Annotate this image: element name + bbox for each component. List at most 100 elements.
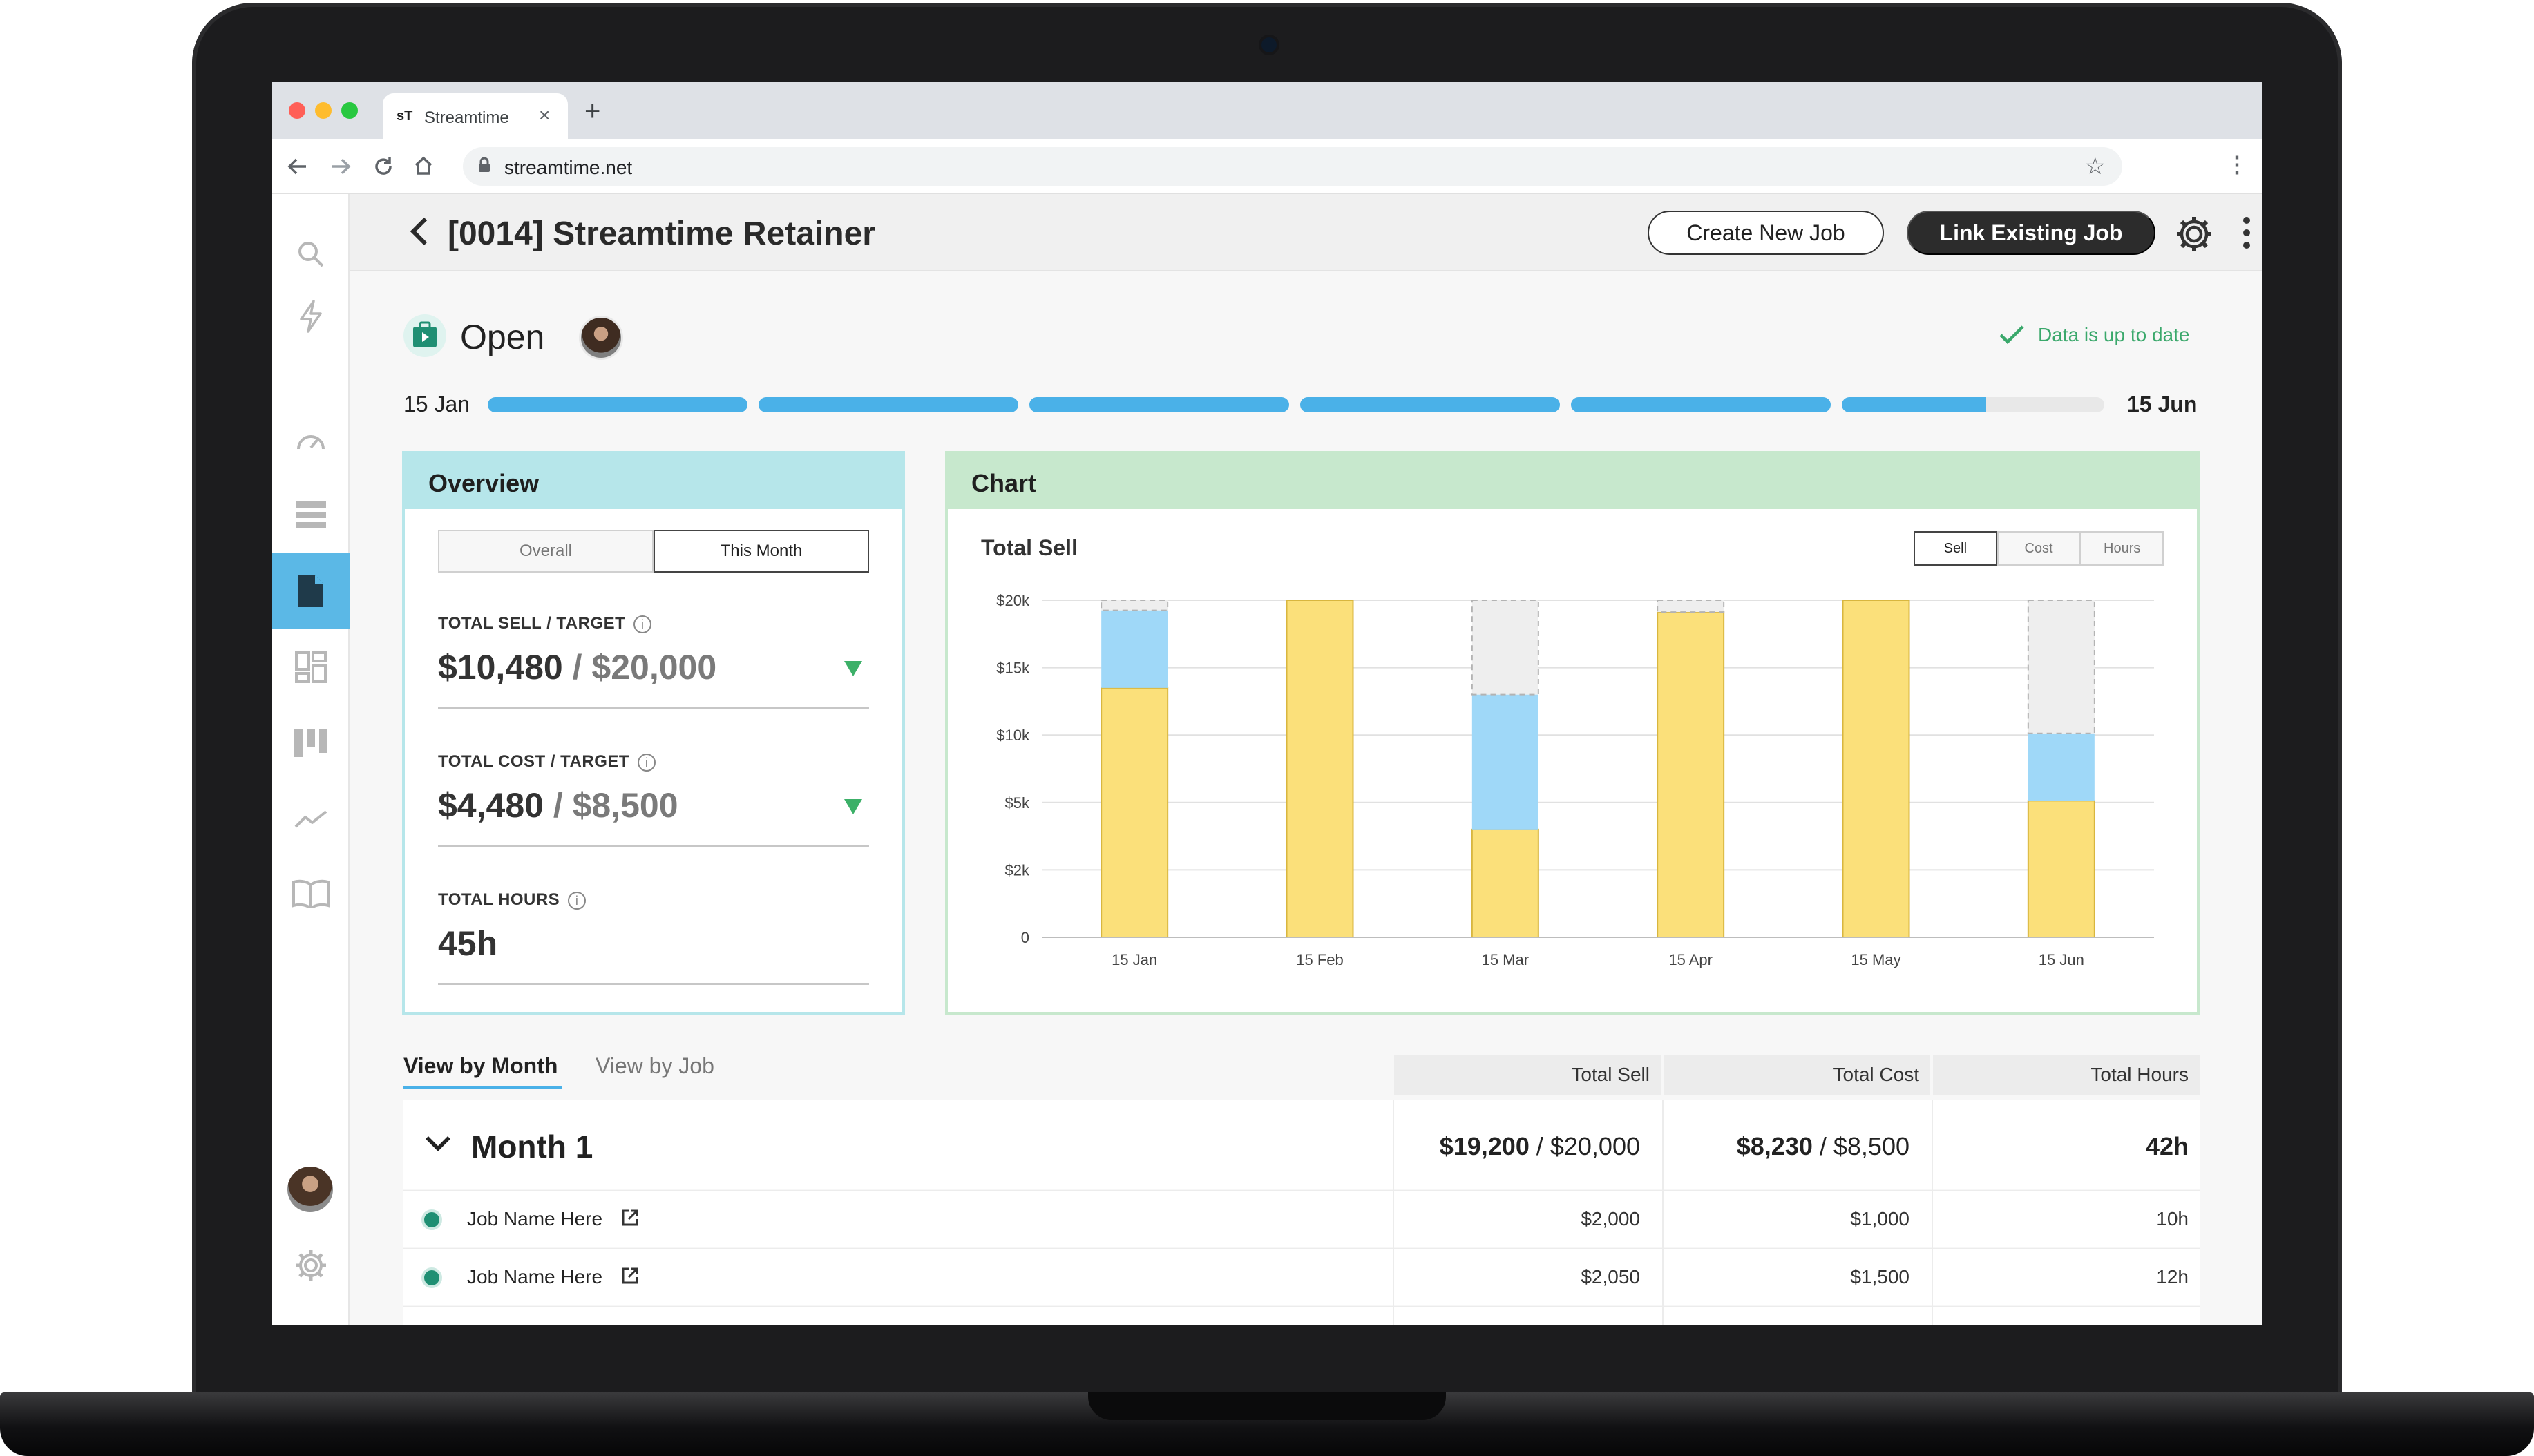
bar-segment	[1471, 600, 1539, 696]
column-header-total-hours[interactable]: Total Hours	[1933, 1055, 2200, 1095]
chart-title: Chart	[971, 469, 1037, 497]
bar-segment	[2028, 733, 2095, 801]
gear-icon[interactable]	[2175, 215, 2213, 253]
kanban-icon[interactable]	[272, 705, 350, 781]
user-avatar[interactable]	[287, 1167, 333, 1212]
table-row[interactable]: Job Name Here $2,000 $1,000 10h	[403, 1190, 2200, 1247]
dashboard-gauge-icon[interactable]	[272, 401, 350, 477]
total-sell-label: TOTAL SELL / TARGET i	[438, 614, 652, 633]
total-sell-value: $10,480 / $20,000	[438, 648, 717, 687]
divider	[438, 707, 869, 709]
chart-subtitle: Total Sell	[981, 535, 1078, 560]
document-icon[interactable]	[272, 553, 350, 629]
table-row[interactable]	[403, 1306, 2200, 1325]
column-header-total-sell[interactable]: Total Sell	[1394, 1055, 1661, 1095]
total-hours-label: TOTAL HOURS i	[438, 890, 587, 910]
timeline-segment	[759, 397, 1018, 412]
minimize-window-button[interactable]	[315, 102, 332, 119]
tab-view-by-month[interactable]: View by Month	[403, 1053, 558, 1078]
lightning-icon[interactable]	[272, 278, 350, 354]
laptop-notch	[1088, 1392, 1446, 1420]
tab-sell[interactable]: Sell	[1914, 531, 1997, 566]
more-vertical-icon[interactable]	[2241, 213, 2252, 252]
tab-view-by-job[interactable]: View by Job	[596, 1053, 714, 1078]
y-tick-label: $10k	[996, 727, 1030, 744]
tab-hours[interactable]: Hours	[2080, 531, 2164, 566]
x-tick-label: 15 Mar	[1482, 951, 1529, 968]
column-header-total-cost[interactable]: Total Cost	[1664, 1055, 1930, 1095]
address-bar[interactable]: streamtime.net ☆	[463, 147, 2122, 186]
info-icon[interactable]: i	[634, 615, 652, 633]
divider	[438, 845, 869, 847]
info-icon[interactable]: i	[568, 891, 587, 910]
column-divider	[1932, 1100, 1933, 1325]
table-row[interactable]: Job Name Here $2,050 $1,500 12h	[403, 1248, 2200, 1305]
lock-icon	[479, 157, 490, 172]
timeline-segment-fill	[1571, 397, 1831, 412]
back-chevron-icon[interactable]	[409, 215, 430, 248]
sidebar: ?	[272, 194, 350, 1325]
link-existing-job-button[interactable]: Link Existing Job	[1907, 211, 2155, 255]
external-link-icon[interactable]	[620, 1208, 640, 1227]
info-icon[interactable]: i	[638, 753, 656, 772]
home-icon[interactable]	[413, 155, 434, 176]
browser-menu-icon[interactable]: ⋮	[2226, 152, 2248, 177]
job-status-icon	[421, 1209, 442, 1230]
month-group-row[interactable]: Month 1 $19,200 / $20,000 $8,230 / $8,50…	[403, 1100, 2200, 1189]
search-icon[interactable]	[272, 216, 350, 292]
back-arrow-icon[interactable]	[287, 157, 308, 176]
browser-tab[interactable]: sT Streamtime ×	[383, 93, 568, 139]
reload-icon[interactable]	[373, 155, 394, 178]
chevron-down-icon[interactable]	[424, 1135, 452, 1153]
external-link-icon[interactable]	[620, 1266, 640, 1285]
timeline-segment-fill	[1842, 397, 1986, 412]
maximize-window-button[interactable]	[341, 102, 358, 119]
y-tick-label: $2k	[1005, 861, 1030, 879]
timeline-segment-fill	[1029, 397, 1289, 412]
overview-period-toggle: Overall This Month	[438, 530, 869, 573]
settings-gear-icon[interactable]	[272, 1227, 350, 1303]
close-window-button[interactable]	[289, 102, 305, 119]
bar-segment	[1842, 600, 1910, 938]
browser-toolbar: streamtime.net ☆ ⋮	[272, 139, 2262, 194]
tab-close-icon[interactable]: ×	[539, 104, 551, 126]
column-divider	[1662, 1100, 1664, 1325]
trend-line-icon[interactable]	[272, 781, 350, 857]
owner-avatar[interactable]	[579, 316, 623, 360]
help-icon[interactable]: ?	[272, 1303, 350, 1325]
job-hours: 12h	[2156, 1266, 2189, 1287]
bookmark-star-icon[interactable]: ☆	[2084, 153, 2106, 180]
book-icon[interactable]	[272, 856, 350, 932]
job-cost: $1,000	[1850, 1208, 1909, 1229]
new-tab-button[interactable]: +	[584, 96, 601, 126]
job-status-label: Open	[460, 318, 545, 356]
tab-this-month[interactable]: This Month	[654, 530, 869, 573]
timeline-segment	[488, 397, 747, 412]
app-header: [0014] Streamtime Retainer Create New Jo…	[350, 194, 2262, 271]
create-new-job-button[interactable]: Create New Job	[1648, 211, 1884, 255]
timeline-segment	[1029, 397, 1289, 412]
job-name[interactable]: Job Name Here	[467, 1266, 603, 1287]
bar-segment	[2027, 800, 2095, 938]
tab-overall[interactable]: Overall	[438, 530, 654, 573]
tab-cost[interactable]: Cost	[1997, 531, 2081, 566]
job-sell: $2,000	[1581, 1208, 1640, 1229]
x-tick-label: 15 May	[1851, 951, 1900, 968]
list-icon[interactable]	[272, 477, 350, 553]
job-status-icon	[421, 1267, 442, 1288]
x-tick-label: 15 Feb	[1296, 951, 1344, 968]
boards-grid-icon[interactable]	[272, 629, 350, 705]
total-cost-label: TOTAL COST / TARGET i	[438, 752, 656, 772]
bar-segment	[1657, 611, 1725, 939]
forward-arrow-icon[interactable]	[330, 157, 351, 176]
month-total-sell: $19,200 / $20,000	[1439, 1132, 1640, 1160]
total-hours-value: 45h	[438, 924, 498, 963]
timeline-progress	[488, 397, 2104, 412]
job-name[interactable]: Job Name Here	[467, 1208, 603, 1229]
browser-tabbar: sT Streamtime × +	[272, 82, 2262, 139]
bar-segment	[1101, 687, 1169, 938]
bar-segment	[1471, 694, 1538, 830]
bar-segment	[1471, 828, 1539, 938]
timeline-segment-fill	[488, 397, 747, 412]
overview-header: Overview	[405, 454, 902, 509]
